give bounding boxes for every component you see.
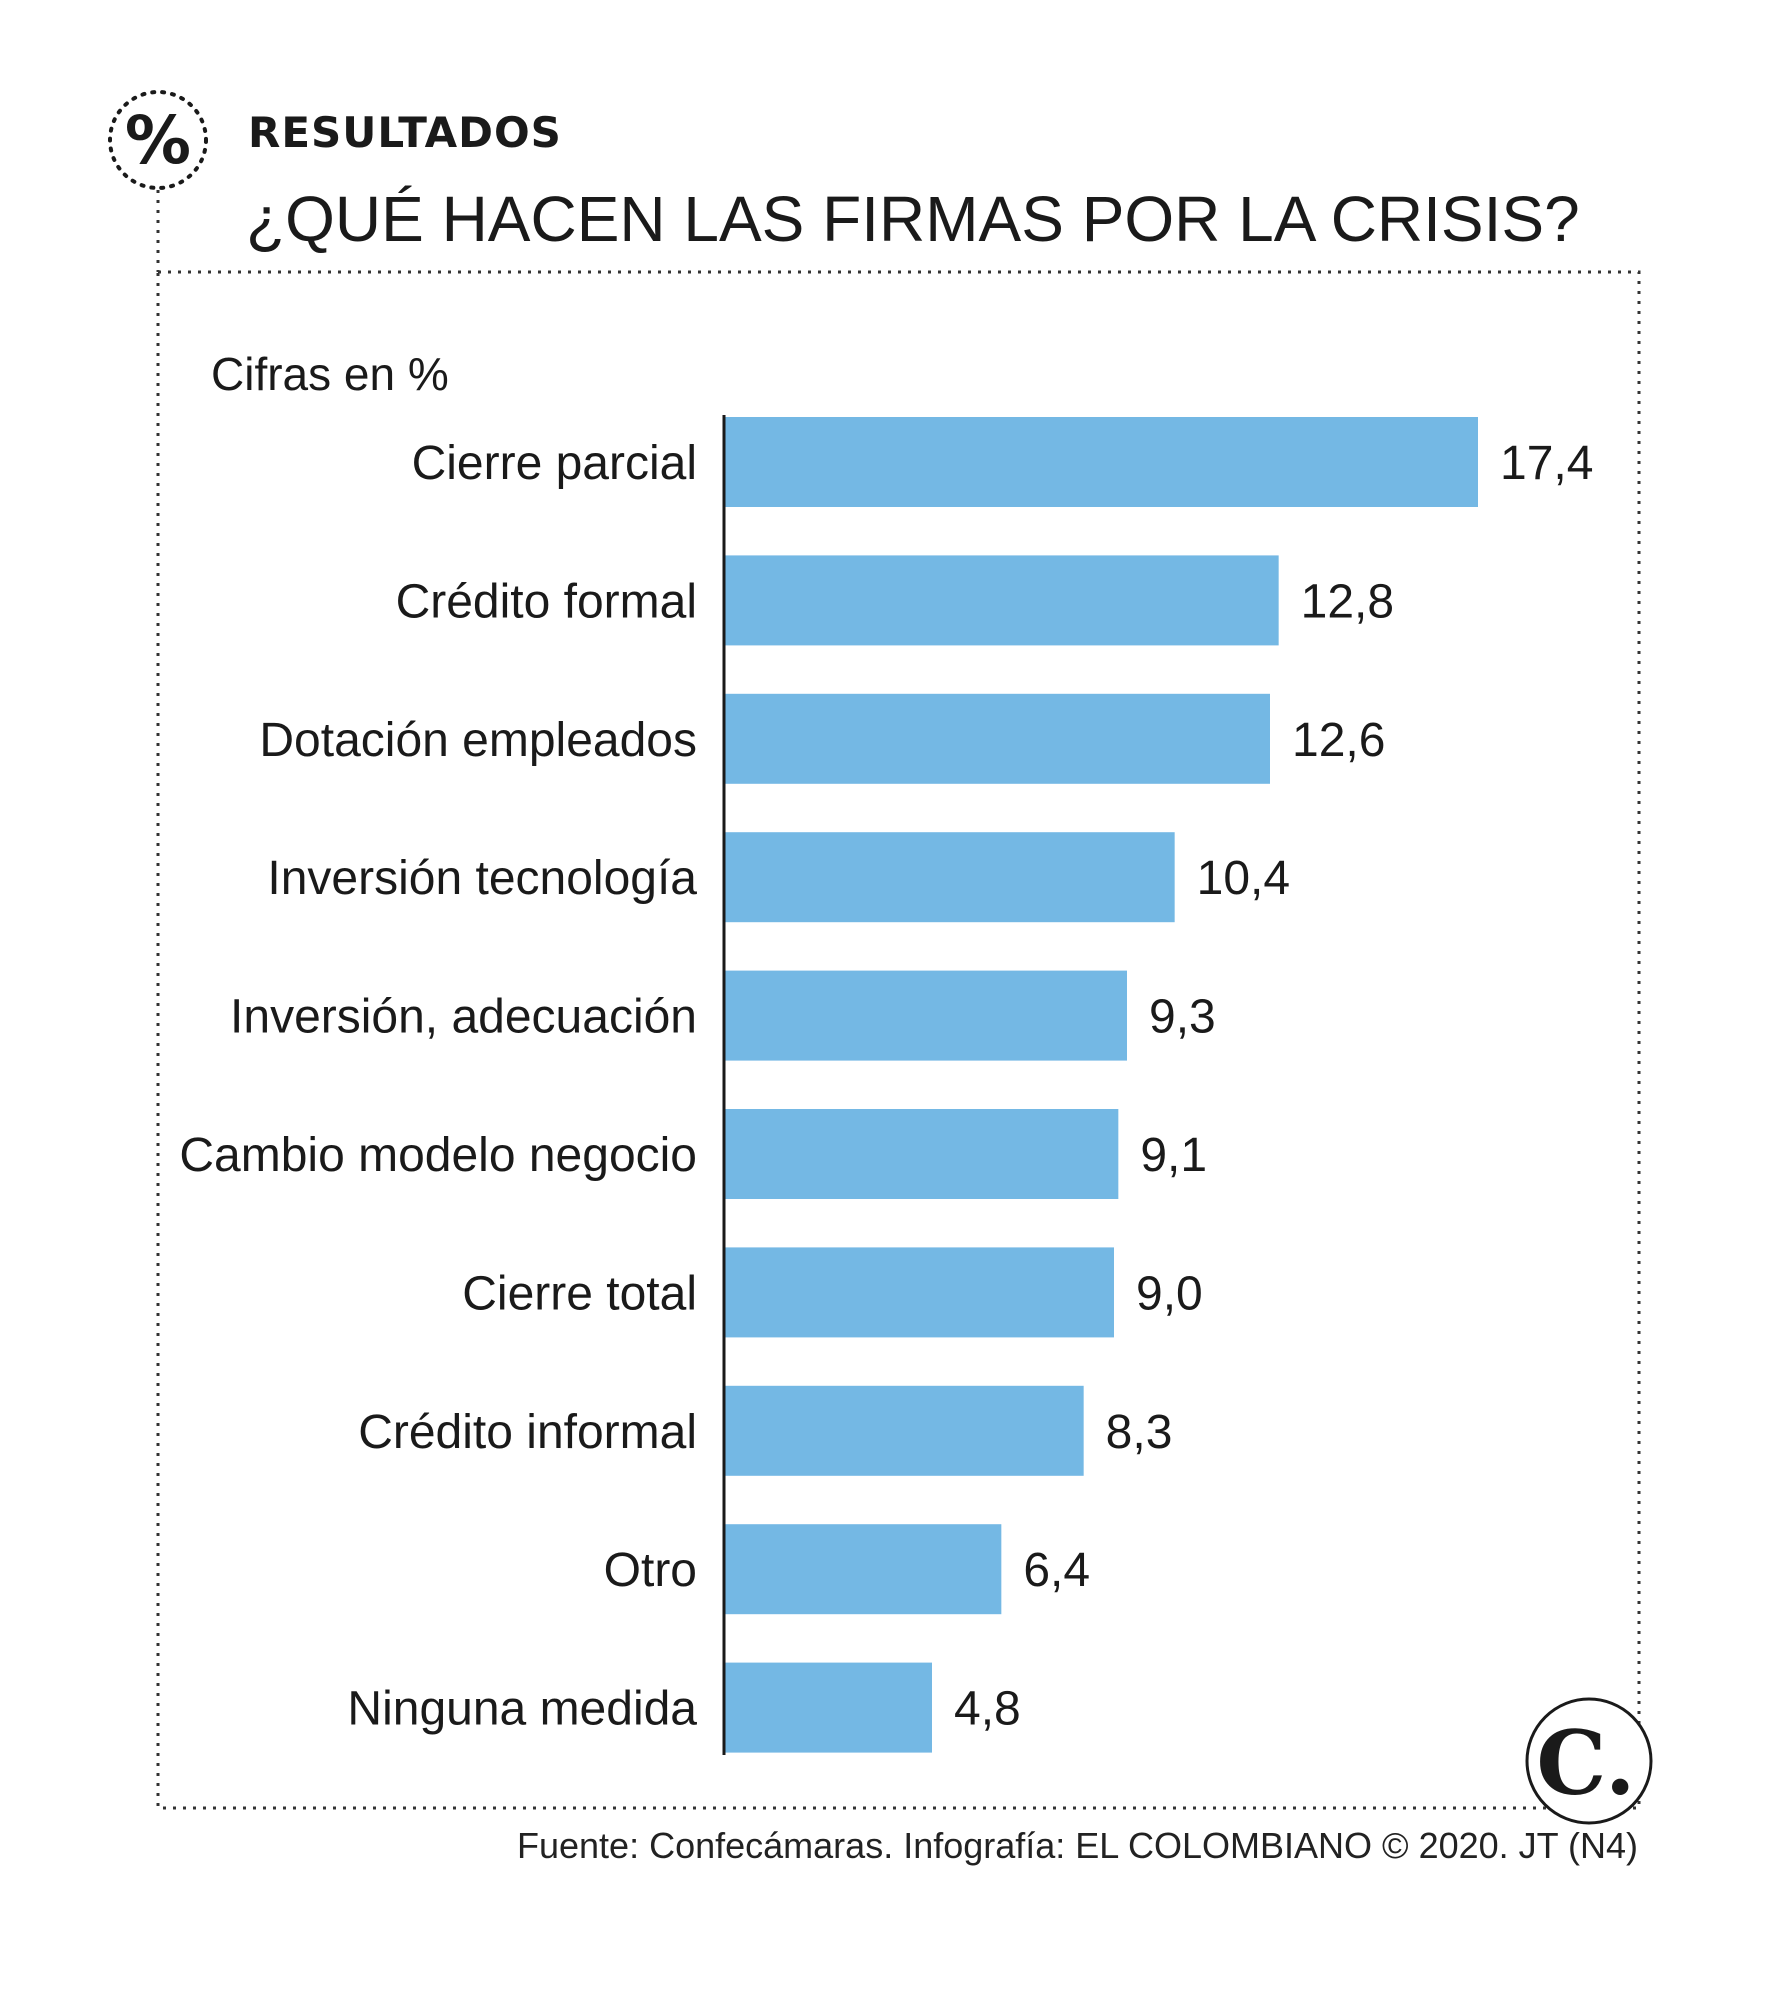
category-label: Inversión, adecuación [230, 991, 697, 1044]
logo-circle [1525, 1697, 1653, 1825]
bar [724, 1524, 1002, 1615]
bar [724, 693, 1270, 784]
bar [724, 417, 1478, 507]
category-label: Otro [604, 1544, 697, 1597]
value-label: 9,0 [1136, 1267, 1203, 1320]
category-label: Cambio modelo negocio [179, 1129, 697, 1182]
value-label: 9,1 [1140, 1129, 1207, 1182]
value-label: 12,8 [1301, 575, 1394, 628]
bar [724, 1385, 1084, 1476]
value-label: 8,3 [1106, 1406, 1173, 1459]
category-label: Cierre total [462, 1267, 697, 1320]
value-label: 10,4 [1197, 852, 1290, 905]
category-label: Dotación empleados [259, 714, 697, 767]
chart-frame [156, 270, 1641, 1810]
category-label: Crédito informal [358, 1406, 697, 1459]
section-kicker: RESULTADOS [248, 108, 562, 157]
chart-title: ¿QUÉ HACEN LAS FIRMAS POR LA CRISIS? [246, 183, 1580, 255]
value-label: 9,3 [1149, 991, 1216, 1044]
category-label: Cierre parcial [412, 437, 697, 490]
value-label: 12,6 [1292, 714, 1385, 767]
logo-icon: C. [1536, 1711, 1635, 1815]
bar [724, 555, 1279, 646]
category-label: Inversión tecnología [267, 852, 697, 905]
bar [724, 1247, 1114, 1338]
percent-icon: % [125, 102, 191, 179]
bar [724, 970, 1127, 1061]
category-label: Ninguna medida [347, 1683, 697, 1736]
bar [724, 832, 1175, 923]
bar [724, 1109, 1119, 1199]
percent-badge-circle [108, 90, 208, 190]
value-label: 6,4 [1023, 1544, 1090, 1597]
value-label: 17,4 [1500, 437, 1593, 490]
units-note: Cifras en % [211, 348, 449, 400]
value-label: 4,8 [954, 1683, 1021, 1736]
bar [724, 1662, 932, 1753]
category-label: Crédito formal [396, 575, 697, 628]
source-credit: Fuente: Confecámaras. Infografía: EL COL… [517, 1825, 1638, 1866]
